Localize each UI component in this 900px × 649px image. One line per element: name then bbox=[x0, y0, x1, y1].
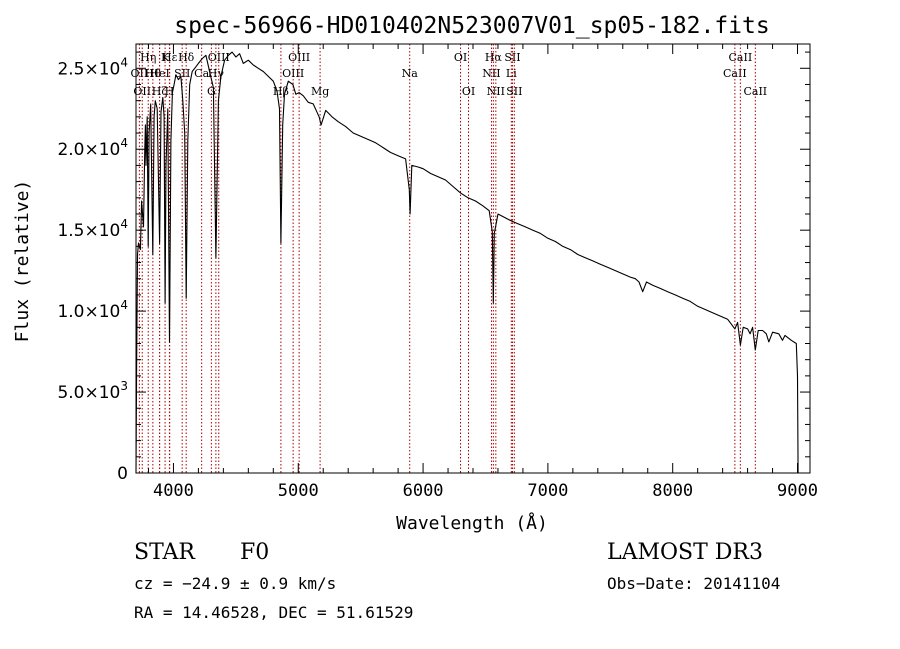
plot-frame bbox=[135, 43, 811, 474]
line-marker-label: SII bbox=[504, 51, 520, 64]
line-marker-label: SII bbox=[506, 85, 522, 98]
x-tick-label: 4000 bbox=[153, 481, 194, 501]
line-marker-label: OI bbox=[454, 51, 467, 64]
line-marker-label: K bbox=[161, 51, 170, 64]
line-markers: OIIOIIHηHθHeIHζKHHεSIIHδCaGHγOIIIHβOIIIO… bbox=[131, 44, 767, 473]
line-marker-label: Li bbox=[506, 67, 517, 80]
line-marker-label: CaII bbox=[743, 85, 767, 98]
survey-name: LAMOST DR3 bbox=[607, 540, 763, 565]
object-type: STAR bbox=[134, 540, 195, 565]
line-marker-label: Ca bbox=[194, 67, 209, 80]
line-marker-label: Hε bbox=[162, 51, 178, 64]
line-marker-label: Mg bbox=[311, 85, 329, 98]
line-marker-label: OII bbox=[131, 67, 149, 80]
line-marker-label: H bbox=[165, 85, 175, 98]
x-tick-label: 8000 bbox=[652, 481, 693, 501]
spectral-subclass: F0 bbox=[240, 540, 270, 565]
line-marker-label: Hη bbox=[140, 51, 156, 64]
chart-title: spec-56966-HD010402N523007V01_sp05-182.f… bbox=[174, 13, 769, 39]
line-marker-label: OII bbox=[133, 85, 151, 98]
line-marker-label: Hγ bbox=[208, 67, 225, 80]
line-marker-label: OIII bbox=[282, 67, 304, 80]
obs-date: Obs−Date: 20141104 bbox=[607, 574, 781, 593]
line-marker-label: G bbox=[207, 85, 216, 98]
line-marker-label: OIII bbox=[288, 51, 310, 64]
x-tick-label: 5000 bbox=[278, 481, 319, 501]
x-tick-label: 7000 bbox=[527, 481, 568, 501]
line-marker-label: Hθ bbox=[145, 67, 162, 80]
line-marker-label: Hζ bbox=[152, 85, 168, 98]
line-marker-label: OI bbox=[462, 85, 475, 98]
line-marker-label: Hα bbox=[485, 51, 503, 64]
x-axis-label: Wavelength (Å) bbox=[396, 512, 548, 534]
y-tick-label: 0 bbox=[117, 464, 128, 484]
y-axis-label: Flux (relative) bbox=[12, 180, 33, 343]
spectrum-line-0 bbox=[135, 51, 799, 474]
line-marker-label: Na bbox=[402, 67, 419, 80]
axes: 4000 5000 6000 7000 8000 9000 0 5.0×103 1.0×104 1… bbox=[57, 43, 818, 501]
line-marker-label: CaII bbox=[729, 51, 753, 64]
line-marker-label: SII bbox=[174, 67, 190, 80]
line-marker-label: Hδ bbox=[178, 51, 195, 64]
y-tick-label: 1.5×104 bbox=[57, 217, 128, 241]
x-tick-label: 6000 bbox=[403, 481, 444, 501]
coordinates: RA = 14.46528, DEC = 51.61529 bbox=[134, 603, 414, 622]
y-tick-label: 2.0×104 bbox=[57, 136, 128, 160]
y-tick-label: 1.0×104 bbox=[57, 298, 128, 322]
line-marker-label: CaII bbox=[723, 67, 747, 80]
spectrum-series bbox=[135, 51, 799, 474]
y-tick-label: 2.5×104 bbox=[57, 55, 128, 79]
x-tick-label: 9000 bbox=[777, 481, 818, 501]
line-marker-label: NII bbox=[487, 85, 505, 98]
y-tick-label: 5.0×103 bbox=[57, 379, 128, 403]
cz-value: cz = −24.9 ± 0.9 km/s bbox=[134, 574, 337, 593]
line-marker-label: NII bbox=[482, 67, 500, 80]
